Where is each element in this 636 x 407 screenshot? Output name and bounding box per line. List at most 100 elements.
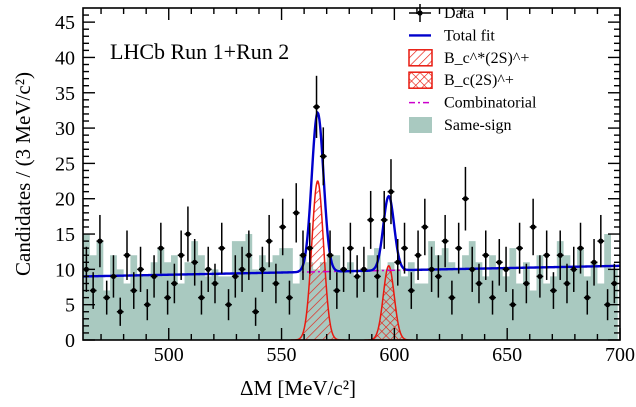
data-point [319, 127, 327, 186]
data-point-marker [131, 287, 137, 294]
data-point [225, 289, 232, 321]
legend-item: Data [409, 4, 474, 22]
data-point-marker [219, 245, 225, 251]
data-point-marker [381, 217, 387, 223]
y-tick-label: 45 [55, 12, 75, 34]
data-point-marker [151, 273, 157, 280]
data-point-marker [300, 252, 306, 258]
data-point [231, 255, 239, 298]
data-point [536, 255, 544, 298]
data-point [326, 230, 334, 280]
data-point [238, 246, 246, 292]
data-point-marker [266, 238, 272, 244]
data-point [211, 263, 219, 304]
data-point-marker [313, 104, 320, 110]
data-point-marker [564, 280, 570, 287]
legend-label: Same-sign [444, 117, 512, 134]
data-point-marker [361, 266, 367, 272]
x-axis-title: ΔM [MeV/c²] [240, 376, 356, 400]
data-point [421, 198, 429, 256]
y-tick-label: 5 [65, 295, 75, 317]
data-point [130, 272, 138, 309]
legend-item: Combinatorial [409, 95, 537, 112]
data-point-marker [104, 295, 110, 301]
data-point [475, 263, 483, 304]
data-point [245, 230, 253, 280]
data-point [414, 230, 422, 280]
data-point-marker [489, 295, 496, 301]
legend-same-sign-swatch [409, 117, 432, 133]
data-point-marker [334, 287, 340, 294]
data-point [502, 246, 510, 292]
legend-signal-swatch [408, 49, 433, 67]
data-point-marker [401, 245, 408, 251]
data-point [333, 272, 341, 309]
data-point [550, 272, 557, 309]
data-point [198, 280, 205, 315]
data-point-marker [232, 273, 238, 280]
data-point-marker [280, 224, 286, 230]
data-point-marker [604, 302, 611, 308]
data-point [516, 222, 523, 274]
legend-label: Combinatorial [444, 95, 537, 112]
data-point-marker [171, 280, 177, 287]
x-tick-label: 550 [267, 344, 297, 366]
legend-item: Same-sign [409, 117, 512, 134]
data-point [170, 263, 178, 304]
data-point [367, 190, 375, 249]
data-point [346, 222, 354, 274]
data-point [123, 230, 131, 280]
legend-label: B_c(2S)^+ [444, 72, 514, 89]
data-point [590, 238, 598, 286]
data-point-marker [124, 252, 130, 258]
data-point-marker [530, 224, 536, 230]
legend-item: Total fit [409, 27, 495, 44]
data-point [401, 222, 408, 274]
data-point [522, 263, 530, 304]
data-point-marker [408, 287, 414, 294]
data-point [380, 190, 388, 249]
y-axis-title: Candidates / (3 MeV/c²) [11, 72, 35, 276]
data-point-marker [253, 309, 259, 315]
legend-signal-swatch [408, 71, 433, 89]
y-tick-label: 20 [55, 189, 75, 211]
data-point-marker [435, 273, 441, 280]
data-point [489, 280, 496, 315]
data-point [150, 255, 158, 298]
legend-label: B_c^*(2S)^+ [444, 50, 529, 67]
data-point-marker [462, 196, 469, 202]
legend-label: Total fit [444, 27, 495, 44]
data-point-marker [117, 309, 123, 315]
data-point [157, 222, 165, 274]
data-point-marker [165, 295, 171, 301]
data-point [529, 198, 537, 256]
data-point [434, 255, 442, 298]
data-point [482, 230, 490, 280]
data-point [583, 280, 591, 315]
data-point-marker [320, 153, 326, 159]
data-point-marker [192, 259, 198, 265]
legend-item: B_c^*(2S)^+ [408, 49, 529, 67]
total-fit-line [83, 110, 620, 278]
data-point-marker [598, 238, 604, 244]
data-point [164, 280, 171, 315]
data-point-marker [246, 252, 252, 258]
data-point-marker [415, 252, 421, 258]
data-point [448, 280, 456, 315]
data-point-marker [516, 245, 523, 251]
data-point [570, 246, 578, 292]
data-point-marker [537, 273, 543, 280]
data-point [495, 238, 503, 286]
x-tick-label: 700 [605, 344, 635, 366]
data-point-marker [523, 280, 529, 287]
y-tick-label: 0 [65, 330, 75, 352]
data-point [543, 230, 551, 280]
data-point [218, 222, 226, 274]
data-point-marker [205, 266, 211, 272]
data-point-marker [544, 252, 550, 258]
y-tick-label: 25 [55, 153, 75, 175]
data-point [577, 222, 584, 274]
data-point-marker [503, 266, 509, 272]
legend: Data Total fit B_c^*(2S)^+ B_c(2S)^+ Combina… [408, 4, 537, 134]
data-point [441, 214, 449, 268]
